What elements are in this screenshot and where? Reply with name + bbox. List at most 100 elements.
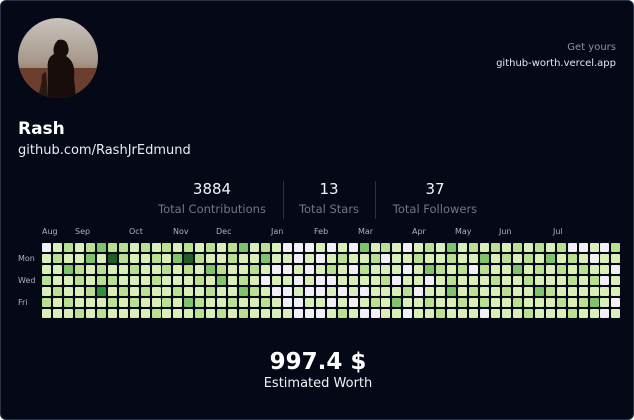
contribution-cell — [469, 264, 478, 274]
contribution-cell — [458, 264, 468, 274]
contribution-cell — [611, 253, 621, 263]
contribution-cell — [261, 308, 270, 318]
contribution-cell — [348, 297, 358, 307]
contribution-cell — [567, 264, 577, 274]
contribution-cell — [359, 286, 369, 296]
contribution-cell — [282, 308, 292, 318]
contribution-cell — [239, 286, 249, 296]
contribution-cell — [162, 264, 172, 274]
contribution-cell — [293, 275, 303, 285]
contribution-cell — [118, 275, 128, 285]
month-label: Jun — [499, 227, 512, 236]
stat-stars: 13 Total Stars — [293, 179, 365, 217]
day-label: Mon — [18, 254, 35, 263]
contribution-cell — [425, 243, 435, 252]
profile-handle[interactable]: github.com/RashJrEdmund — [18, 143, 191, 158]
contribution-cell — [425, 275, 435, 285]
contribution-cell — [469, 308, 478, 318]
contribution-cell — [600, 308, 610, 318]
contribution-cell — [304, 264, 314, 274]
stat-label: Total Followers — [392, 202, 478, 216]
contribution-cell — [534, 286, 544, 296]
contribution-cell — [447, 286, 457, 296]
contribution-cell — [436, 308, 446, 318]
contribution-cell — [162, 308, 172, 318]
contribution-cell — [545, 264, 555, 274]
contribution-cell — [359, 243, 369, 252]
contribution-cell — [480, 297, 489, 307]
contribution-cell — [556, 243, 566, 252]
contribution-cell — [293, 264, 303, 274]
contribution-cell — [414, 253, 424, 263]
contribution-cell — [469, 243, 478, 252]
month-label: Nov — [173, 227, 189, 236]
contribution-cell — [74, 297, 84, 307]
month-label: Jul — [553, 227, 563, 236]
contribution-cell — [436, 243, 446, 252]
contribution-cell — [337, 253, 347, 263]
contribution-cell — [348, 253, 358, 263]
contribution-cell — [414, 275, 424, 285]
contribution-cell — [250, 253, 259, 263]
contribution-cell — [326, 243, 336, 252]
contribution-cell — [381, 264, 391, 274]
contribution-cell — [151, 308, 161, 318]
contribution-cell — [578, 308, 588, 318]
contribution-cell — [480, 264, 489, 274]
contribution-cell — [140, 297, 150, 307]
contribution-cell — [162, 275, 172, 285]
contribution-cell — [403, 243, 413, 252]
stat-label: Total Contributions — [158, 202, 266, 216]
contribution-cell — [512, 297, 522, 307]
contribution-cell — [282, 297, 292, 307]
contribution-cell — [42, 243, 51, 252]
contribution-cell — [600, 297, 610, 307]
contribution-cell — [239, 243, 249, 252]
contribution-cell — [523, 275, 533, 285]
contribution-cell — [228, 243, 238, 252]
contribution-cell — [326, 275, 336, 285]
contribution-cell — [217, 243, 227, 252]
contribution-cell — [436, 275, 446, 285]
contribution-cell — [129, 253, 139, 263]
contribution-cell — [304, 297, 314, 307]
contribution-cell — [239, 253, 249, 263]
contribution-cell — [74, 308, 84, 318]
contribution-cell — [337, 264, 347, 274]
contribution-cell — [348, 275, 358, 285]
contribution-cell — [578, 275, 588, 285]
contribution-cell — [370, 243, 380, 252]
contribution-cell — [173, 264, 183, 274]
contribution-cell — [63, 264, 73, 274]
month-label: Mar — [358, 227, 374, 236]
contribution-cell — [96, 253, 106, 263]
promo-link[interactable]: github-worth.vercel.app — [496, 58, 616, 69]
contribution-cell — [217, 286, 227, 296]
contribution-cell — [261, 286, 270, 296]
contribution-cell — [490, 286, 500, 296]
contribution-cell — [523, 264, 533, 274]
contribution-cell — [611, 297, 621, 307]
contribution-cell — [206, 308, 216, 318]
stat-contributions: 3884 Total Contributions — [151, 179, 273, 217]
contribution-cell — [129, 297, 139, 307]
contribution-cell — [74, 243, 84, 252]
contribution-cell — [129, 308, 139, 318]
contribution-cell — [195, 264, 205, 274]
contribution-cell — [523, 308, 533, 318]
contribution-cell — [589, 308, 599, 318]
contribution-cell — [600, 253, 610, 263]
contribution-cell — [469, 297, 478, 307]
contribution-cell — [107, 308, 117, 318]
contribution-cell — [512, 308, 522, 318]
contribution-cell — [326, 286, 336, 296]
contribution-cell — [282, 286, 292, 296]
contribution-cell — [85, 253, 95, 263]
contribution-cell — [447, 253, 457, 263]
contribution-cell — [315, 308, 325, 318]
contribution-cell — [523, 253, 533, 263]
month-label: Oct — [129, 227, 143, 236]
contribution-cell — [567, 297, 577, 307]
contribution-cell — [107, 243, 117, 252]
contribution-cell — [337, 286, 347, 296]
